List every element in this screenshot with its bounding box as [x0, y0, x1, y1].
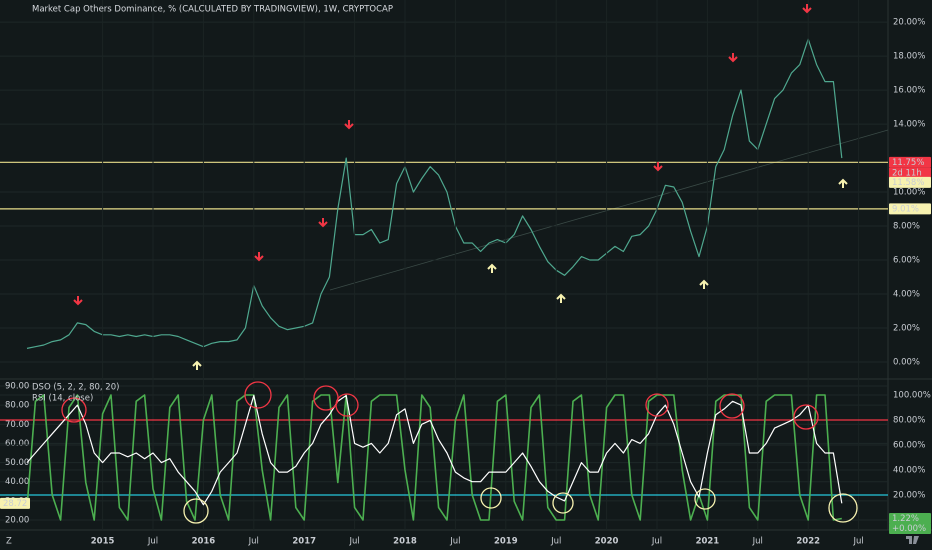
arrow-down — [728, 53, 738, 63]
y-tick-label: 0.00% — [893, 358, 920, 368]
y-tick-label: 80.00% — [893, 416, 925, 426]
price-badge — [889, 203, 931, 215]
circle — [335, 393, 359, 417]
countdown-label: 2d 11h — [892, 168, 922, 178]
circle — [183, 498, 209, 524]
arrow-down — [73, 296, 83, 306]
price-badge-label: 11.58% — [892, 178, 924, 188]
price-badge — [889, 176, 931, 188]
y-tick-label: 80.00 — [5, 401, 29, 411]
arrow-up — [192, 360, 202, 370]
oversold-circles — [183, 487, 858, 524]
circle — [61, 397, 87, 423]
arrow-up — [838, 178, 848, 188]
x-tick-label: 2017 — [292, 537, 316, 547]
y-tick-label: 2.00% — [893, 324, 920, 334]
price-badge-label: 9.01% — [892, 204, 919, 214]
corner-label: Z — [6, 537, 12, 547]
y-tick-label: 40.00 — [5, 477, 29, 487]
y-tick-label: 60.00% — [893, 441, 925, 451]
arrow-down — [254, 252, 264, 262]
x-tick-label: Jul — [550, 537, 561, 547]
y-tick-label: 90.00 — [5, 381, 29, 391]
series-line — [26, 38, 843, 349]
x-tick-label: 2020 — [595, 537, 619, 547]
arrow-down — [653, 162, 663, 172]
y-tick-label: 16.00% — [893, 86, 925, 96]
y-tick-label: 60.00 — [5, 439, 29, 449]
price-badge — [889, 522, 931, 534]
arrow-up — [487, 263, 497, 273]
chart-title: Market Cap Others Dominance, % (CALCULAT… — [32, 5, 393, 15]
y-tick-label: 70.00 — [5, 420, 29, 430]
x-tick-label: Jul — [852, 537, 863, 547]
x-tick-label: 2018 — [393, 537, 417, 547]
x-tick-label: 2022 — [796, 537, 820, 547]
circle — [552, 492, 574, 514]
price-badge-label: 1.22% — [892, 514, 919, 524]
circle — [719, 393, 745, 419]
arrow-up — [699, 279, 709, 289]
y-tick-label: 4.00% — [893, 290, 920, 300]
y-tick-label: 20.00% — [893, 18, 925, 28]
buy-arrows — [192, 178, 848, 370]
x-tick-label: Jul — [449, 537, 460, 547]
arrow-down — [318, 218, 328, 228]
sell-arrows — [73, 4, 812, 306]
x-tick-label: 2015 — [91, 537, 115, 547]
series-line — [26, 394, 843, 506]
price-badge — [0, 497, 30, 509]
y-tick-label: 8.00% — [893, 222, 920, 232]
price-badge — [889, 156, 931, 168]
y-tick-label: 20.00% — [893, 491, 925, 501]
circle — [645, 393, 669, 417]
x-tick-label: 2016 — [192, 537, 216, 547]
arrow-down — [344, 120, 354, 130]
price-badge-label: 11.75% — [892, 158, 924, 168]
y-tick-label: 50.00 — [5, 458, 29, 468]
price-badge-label: +0.00% — [892, 524, 926, 534]
trend-line — [329, 129, 889, 291]
arrow-down — [802, 4, 812, 14]
x-tick-label: Jul — [248, 537, 259, 547]
y-tick-label: 18.00% — [893, 52, 925, 62]
y-tick-label: 20.00 — [5, 516, 29, 526]
circle — [244, 381, 272, 409]
x-tick-label: Jul — [651, 537, 662, 547]
y-tick-label: 40.00% — [893, 466, 925, 476]
circle — [828, 493, 858, 523]
x-tick-label: Jul — [147, 537, 158, 547]
overbought-circles — [61, 381, 819, 430]
y-tick-label: 10.00% — [893, 188, 925, 198]
circle — [480, 487, 502, 509]
x-tick-label: Jul — [348, 537, 359, 547]
y-tick-label: 14.00% — [893, 120, 925, 130]
countdown-badge — [889, 167, 931, 178]
circle — [793, 404, 819, 430]
x-tick-label: 2021 — [696, 537, 720, 547]
indicator-label: DSO (5, 2, 2, 80, 20) — [32, 383, 119, 393]
circle — [694, 488, 716, 510]
price-badge-label: 28.72 — [3, 499, 27, 509]
x-tick-label: 2019 — [494, 537, 518, 547]
y-tick-label: 6.00% — [893, 256, 920, 266]
y-tick-label: 100.00% — [893, 391, 931, 401]
series-line — [26, 394, 842, 521]
x-tick-label: Jul — [752, 537, 763, 547]
price-badge — [889, 512, 931, 524]
indicator-label: RSI (14, close) — [32, 394, 93, 404]
logo — [906, 536, 919, 544]
arrow-up — [556, 293, 566, 303]
